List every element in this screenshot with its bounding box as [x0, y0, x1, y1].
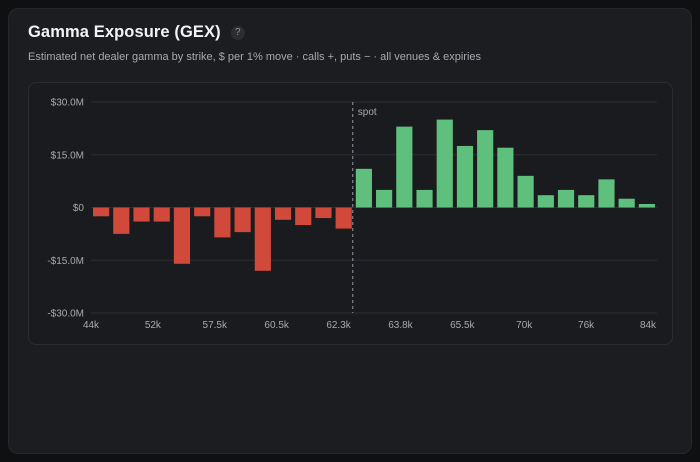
gex-bar — [416, 189, 433, 208]
gex-bar — [638, 203, 655, 208]
spot-label: spot — [358, 107, 377, 118]
x-tick-label: 44k — [83, 320, 100, 331]
y-tick-label: $30.0M — [51, 98, 84, 109]
gex-bar — [133, 207, 150, 222]
gex-bar — [396, 126, 413, 208]
gex-bar — [335, 207, 352, 229]
gex-bar — [618, 198, 635, 208]
gex-bar — [254, 207, 271, 271]
gex-bar — [93, 207, 110, 217]
gex-bar — [537, 195, 554, 208]
gex-bar — [578, 195, 595, 208]
gex-bar — [153, 207, 170, 222]
y-tick-label: -$15.0M — [47, 256, 84, 267]
y-tick-label: $0 — [73, 203, 85, 214]
gex-bar — [436, 119, 453, 208]
help-icon[interactable]: ? — [230, 25, 245, 40]
x-tick-label: 70k — [516, 320, 533, 331]
gex-bar — [194, 207, 211, 217]
gex-bar — [234, 207, 251, 233]
panel-subtitle: Estimated net dealer gamma by strike, $ … — [28, 51, 482, 63]
gex-bar — [113, 207, 130, 234]
gex-bar-chart: $30.0M $15.0M $0 -$15.0M -$30.0M spot 44k 52k 57… — [47, 98, 657, 332]
x-tick-label: 62.3k — [326, 320, 351, 331]
x-tick-label: 52k — [145, 320, 162, 331]
gex-bar — [477, 130, 494, 208]
y-tick-label: -$30.0M — [47, 309, 84, 320]
x-tick-label: 63.8k — [388, 320, 413, 331]
gex-bar — [173, 207, 191, 264]
x-tick-label: 65.5k — [450, 320, 475, 331]
gex-panel: Gamma Exposure (GEX) ? Estimated net dea… — [8, 8, 692, 454]
panel-title: Gamma Exposure (GEX) — [28, 23, 221, 41]
gex-bar — [517, 175, 534, 208]
panel-header: Gamma Exposure (GEX) ? — [28, 23, 245, 42]
x-tick-label: 76k — [578, 320, 595, 331]
chart-container: $30.0M $15.0M $0 -$15.0M -$30.0M spot 44k 52k 57… — [28, 82, 673, 345]
gex-bar — [355, 168, 372, 208]
gex-bar — [456, 145, 474, 208]
gex-bar — [598, 179, 615, 208]
y-tick-label: $15.0M — [51, 150, 84, 161]
x-tick-label: 60.5k — [264, 320, 289, 331]
gex-bar — [315, 207, 332, 219]
gex-bar — [295, 207, 312, 226]
gex-bar — [497, 147, 514, 208]
gex-bar — [557, 189, 575, 208]
x-tick-label: 57.5k — [203, 320, 228, 331]
gex-bar — [274, 207, 292, 220]
gex-bar — [214, 207, 231, 238]
x-tick-label: 84k — [640, 320, 657, 331]
gex-bar — [376, 189, 393, 208]
